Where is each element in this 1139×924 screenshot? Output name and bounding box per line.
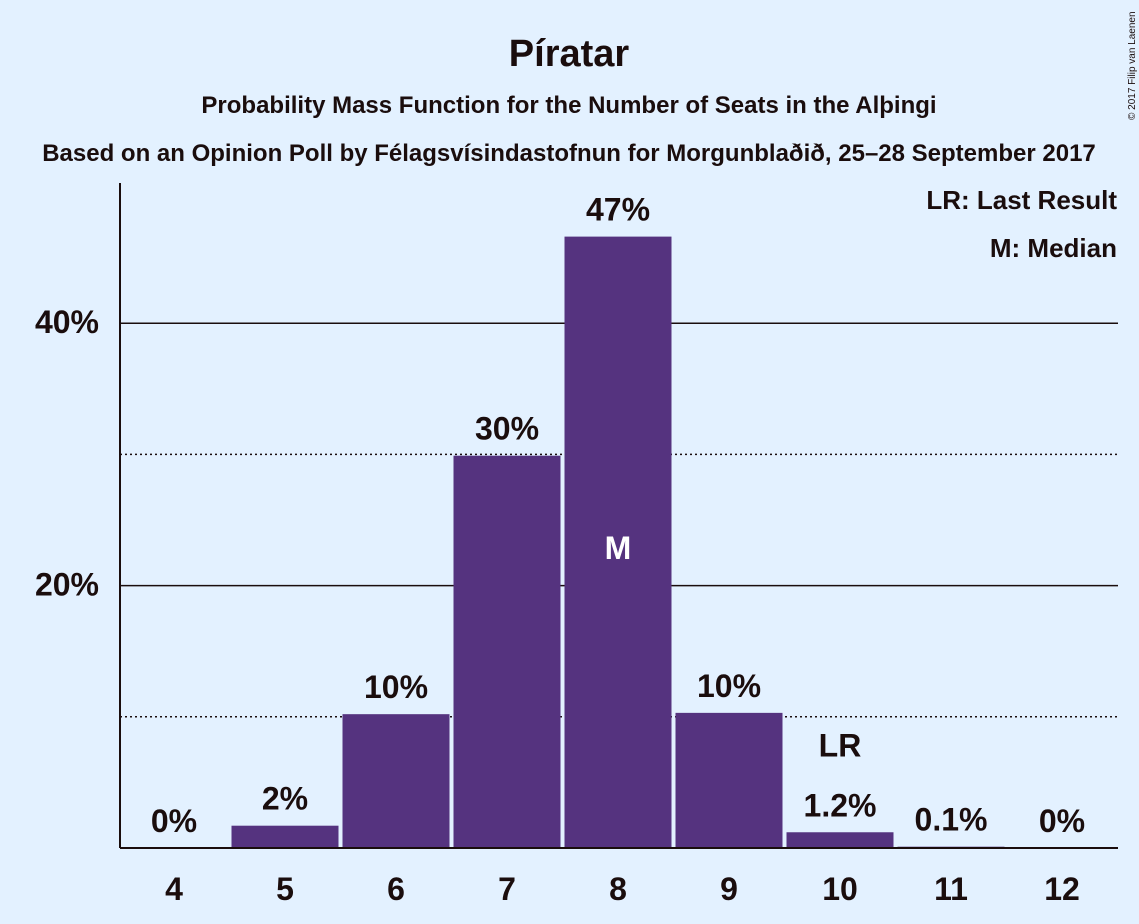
- y-tick-label: 20%: [35, 567, 99, 603]
- data-label: 0%: [1039, 803, 1085, 839]
- x-tick-label: 9: [720, 871, 738, 907]
- data-label: 1.2%: [804, 787, 877, 823]
- data-labels: 0% 2% 10% 30% 47% M 10% 1.2% LR 0.1% 0%: [151, 192, 1085, 839]
- x-tick-label: 12: [1044, 871, 1080, 907]
- bar: [675, 712, 783, 848]
- legend-item-median: M: Median: [990, 233, 1117, 263]
- data-label: 2%: [262, 781, 308, 817]
- bar: [231, 825, 339, 848]
- last-result-marker: LR: [819, 727, 862, 763]
- x-tick-label: 6: [387, 871, 405, 907]
- x-tick-label: 10: [822, 871, 858, 907]
- data-label: 30%: [475, 411, 539, 447]
- bar: [342, 714, 450, 848]
- y-tick-label: 40%: [35, 304, 99, 340]
- data-label: 10%: [697, 668, 761, 704]
- x-tick-label: 11: [934, 871, 968, 907]
- data-label: 10%: [364, 669, 428, 705]
- bar: [453, 455, 561, 848]
- x-tick-label: 5: [276, 871, 294, 907]
- chart-source: Based on an Opinion Poll by Félagsvísind…: [42, 140, 1096, 167]
- bar: [564, 236, 672, 848]
- data-label: 0.1%: [915, 802, 988, 838]
- x-tick-label: 8: [609, 871, 627, 907]
- bar: [786, 832, 894, 848]
- y-tick-labels: 20% 40%: [35, 304, 99, 602]
- legend: LR: Last Result M: Median: [926, 185, 1117, 263]
- chart-subtitle: Probability Mass Function for the Number…: [201, 92, 936, 119]
- copyright-text: © 2017 Filip van Laenen: [1127, 11, 1138, 120]
- data-label: 47%: [586, 192, 650, 228]
- legend-item-last-result: LR: Last Result: [926, 185, 1117, 215]
- x-tick-label: 4: [165, 871, 183, 907]
- x-tick-labels: 4 5 6 7 8 9 10 11 12: [165, 871, 1080, 907]
- chart-title: Píratar: [509, 33, 630, 75]
- bars: [231, 236, 1005, 848]
- x-tick-label: 7: [498, 871, 516, 907]
- median-marker: M: [605, 530, 632, 566]
- data-label: 0%: [151, 803, 197, 839]
